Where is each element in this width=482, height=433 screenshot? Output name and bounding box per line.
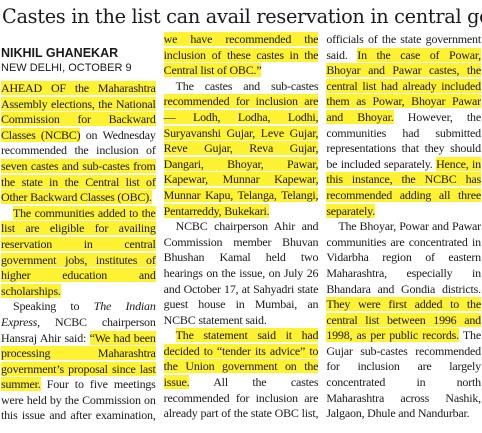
highlighted-text: seven castes and sub-castes from the sta… [1, 158, 156, 205]
text: The Indian Express [1, 299, 156, 329]
text: All the castes recommended for inclusion… [163, 32, 482, 421]
highlighted-text: The communities added to the list are el… [1, 205, 156, 298]
text: NCBC chairperson Ahir and Commission mem… [163, 219, 319, 327]
paragraph: The Bhoyar, Powar and Pawar communities … [326, 219, 481, 422]
text: The Bhoyar, Powar and Pawar communities … [326, 219, 481, 296]
paragraph: AHEAD OF the Maharashtra Assembly electi… [1, 81, 156, 206]
highlighted-text: recommended for inclusion are — Lodh, Lo… [163, 94, 319, 218]
text: Speaking to [13, 299, 94, 314]
paragraph: The communities added to the list are el… [1, 205, 156, 300]
text: The castes and sub-castes [175, 78, 319, 93]
dateline: NEW DELHI, OCTOBER 9 [1, 62, 132, 74]
highlighted-text: They were first added to the central lis… [326, 297, 481, 343]
article-body: NIKHIL GHANEKAR NEW DELHI, OCTOBER 9 AHE… [0, 32, 482, 433]
paragraph: The statement said it had decided to “te… [163, 32, 482, 433]
text: However, the communities had submitted r… [326, 109, 481, 171]
text: on Wednesday recommended the inclusion o… [1, 127, 156, 158]
highlighted-text: we have recommended the inclusion of the… [163, 32, 319, 78]
text: , NCBC chairperson Hansraj Ahir said: [1, 314, 156, 345]
paragraph: Speaking to The Indian Express, NCBC cha… [1, 32, 319, 433]
highlighted-text: AHEAD OF the Maharashtra Assembly electi… [1, 81, 156, 142]
headline: Castes in the list can avail reservation… [2, 5, 482, 28]
text: The Gujar sub-castes recommended for inc… [326, 328, 481, 421]
byline: NIKHIL GHANEKAR [1, 46, 119, 60]
paragraph: NCBC chairperson Ahir and Commission mem… [164, 219, 319, 328]
paragraph: The castes and sub-castes recommended fo… [163, 78, 319, 219]
text: Four to five meetings were held by the C… [1, 377, 156, 423]
